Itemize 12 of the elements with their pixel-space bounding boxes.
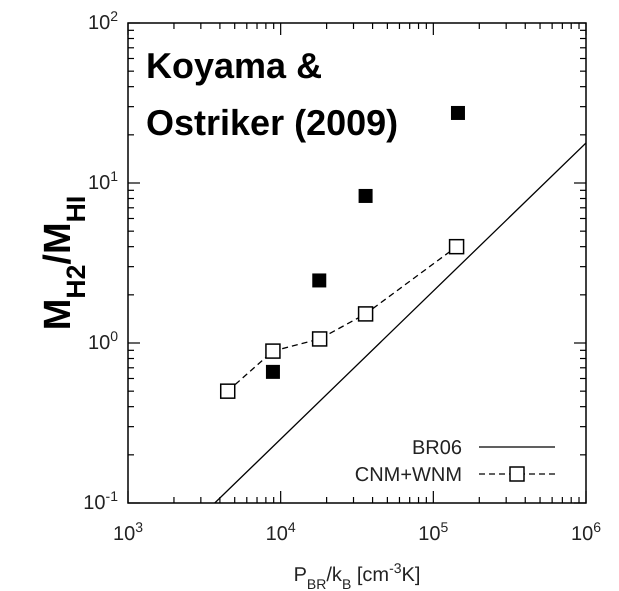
y-tick-label: 10$^{2}$ bbox=[88, 8, 118, 34]
x-tick-label: 10$^{5}$ bbox=[418, 519, 449, 545]
y-tick-label: 10$^{0}$ bbox=[88, 328, 118, 354]
legend-label: CNM+WNM bbox=[354, 464, 462, 486]
x-tick-label: 10$^{4}$ bbox=[266, 519, 296, 545]
y-tick-label: 10$^{1}$ bbox=[88, 168, 118, 194]
annotation: Koyama & Ostriker (2009) bbox=[146, 45, 398, 143]
x-axis-title: P$_{BR}$/k$_{B}$ [cm$^{-3}$K] bbox=[294, 560, 420, 591]
legend-label: BR06 bbox=[412, 437, 462, 459]
x-tick-label: 10$^{6}$ bbox=[570, 519, 602, 545]
x-tick-label: 10$^{3}$ bbox=[112, 519, 144, 545]
y-tick-label: 10$^{-1}$ bbox=[83, 488, 118, 514]
